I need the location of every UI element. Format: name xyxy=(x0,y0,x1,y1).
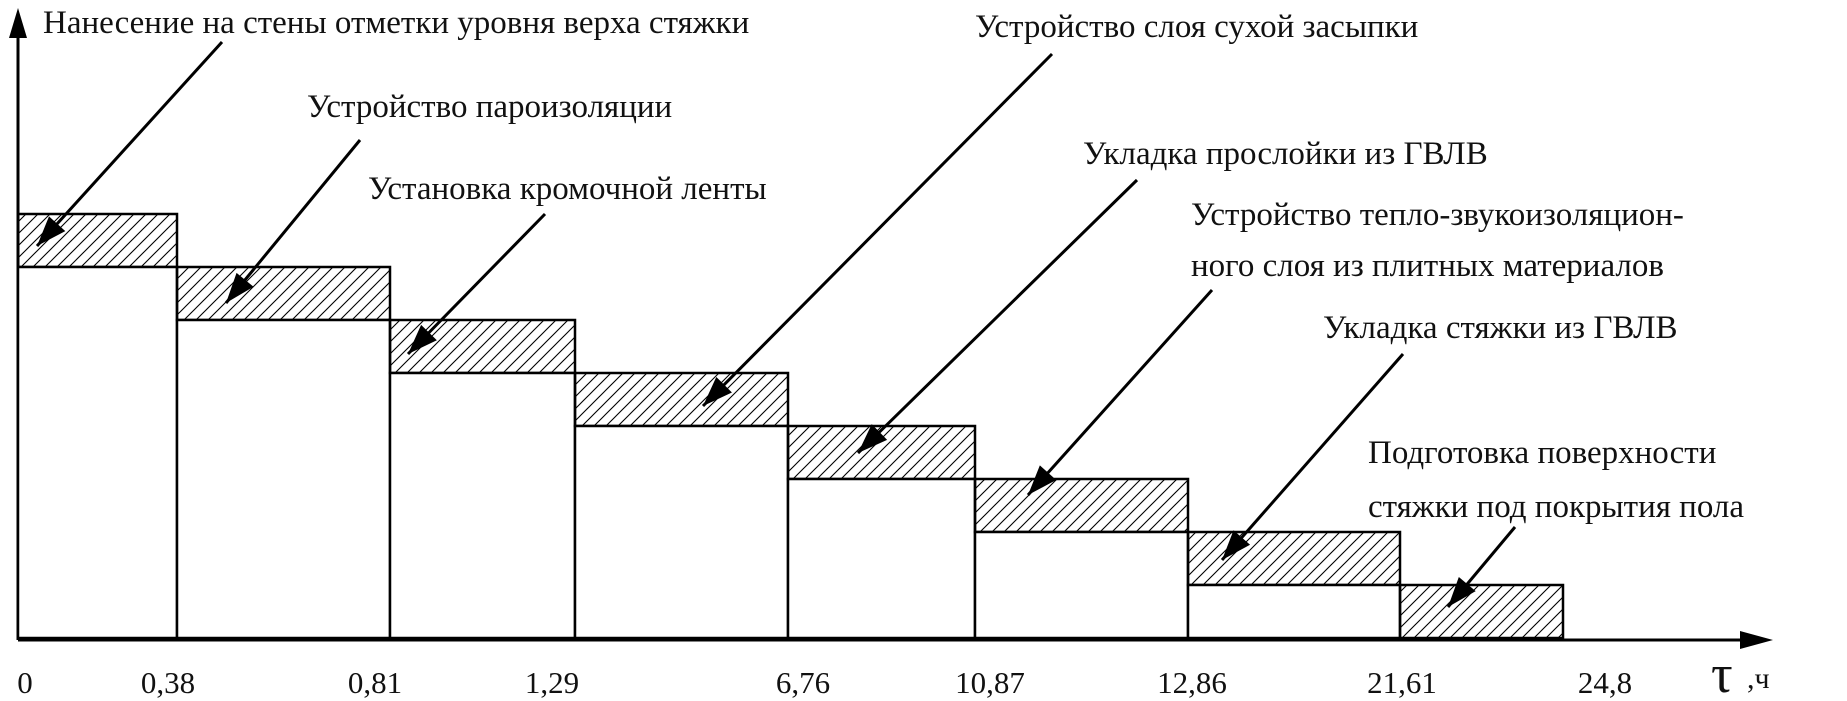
arrowhead-icon xyxy=(703,376,732,406)
x-tick-label: 6,76 xyxy=(776,665,830,700)
x-axis-unit: ,ч xyxy=(1747,662,1770,695)
operation-band xyxy=(175,265,392,322)
pointer-arrow xyxy=(35,40,224,248)
x-axis-symbol: τ xyxy=(1711,644,1733,701)
arrowhead-icon xyxy=(1448,576,1476,607)
x-tick-label: 10,87 xyxy=(955,665,1025,700)
arrowhead-icon xyxy=(1222,530,1251,560)
x-tick-label: 21,61 xyxy=(1367,665,1437,700)
operation-label: ного слоя из плитных материалов xyxy=(1191,248,1664,284)
operation-band xyxy=(786,424,977,481)
operation-label: стяжки под покрытия пола xyxy=(1368,489,1744,525)
operation-band xyxy=(573,371,790,428)
pointer-arrow xyxy=(406,212,547,356)
operation-band xyxy=(1186,530,1402,587)
arrowhead-icon xyxy=(858,424,888,453)
operation-label: Укладка стяжки из ГВЛВ xyxy=(1323,310,1678,346)
operation-label: Устройство пароизоляции xyxy=(307,89,672,125)
level-column xyxy=(973,530,1190,640)
x-tick-label: 24,8 xyxy=(1578,665,1632,700)
pointer-arrow xyxy=(701,52,1054,408)
level-column xyxy=(16,265,179,640)
operation-label: Подготовка поверхности xyxy=(1368,435,1716,471)
x-tick-label: 0 xyxy=(17,665,33,700)
operation-label: Установка кромочной ленты xyxy=(368,171,767,207)
operation-label: Устройство тепло-звукоизоляцион- xyxy=(1191,197,1684,233)
x-axis-arrow-icon xyxy=(1740,631,1773,649)
level-column xyxy=(786,477,977,640)
operation-label: Устройство слоя сухой засыпки xyxy=(975,9,1418,45)
arrowhead-icon xyxy=(1028,465,1057,495)
pointer-arrow xyxy=(224,139,362,304)
y-axis-arrow-icon xyxy=(9,8,27,38)
arrowhead-icon xyxy=(408,324,437,354)
x-tick-label: 0,38 xyxy=(141,665,195,700)
level-column xyxy=(388,371,577,640)
level-column xyxy=(573,424,790,640)
operation-label: Укладка прослойки из ГВЛВ xyxy=(1083,136,1488,172)
level-column xyxy=(1186,583,1402,640)
operation-label: Нанесение на стены отметки уровня верха … xyxy=(43,5,749,41)
operation-band xyxy=(973,477,1190,534)
x-tick-label: 12,86 xyxy=(1157,665,1227,700)
arrowhead-icon xyxy=(37,216,66,246)
x-tick-label: 0,81 xyxy=(348,665,402,700)
operation-band xyxy=(1398,583,1565,640)
pointer-arrow xyxy=(1026,288,1214,497)
pointer-arrow xyxy=(1220,353,1405,561)
x-tick-label: 1,29 xyxy=(525,665,579,700)
arrowhead-icon xyxy=(226,272,254,303)
level-column xyxy=(175,318,392,640)
pointer-arrow xyxy=(856,178,1139,455)
